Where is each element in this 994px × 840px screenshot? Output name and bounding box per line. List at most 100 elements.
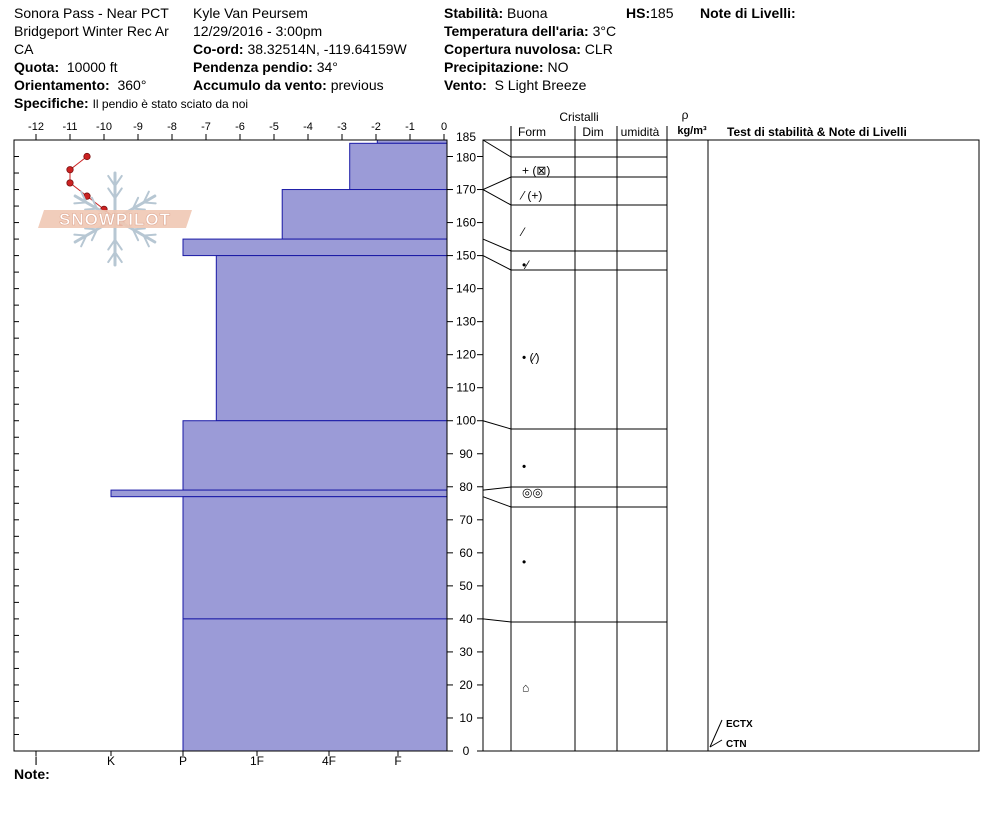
logo-flake-branch — [142, 233, 157, 237]
height-tick-label: 140 — [456, 282, 476, 296]
temperature-tick-label: -2 — [371, 121, 381, 133]
grain-form-label: • — [522, 459, 526, 473]
wind: Vento: S Light Breeze — [444, 76, 586, 94]
temperature-tick-label: -8 — [167, 121, 177, 133]
hardness-bar — [182, 618, 448, 752]
location-line-1: Sonora Pass - Near PCT — [14, 5, 169, 21]
layer-table-frame — [482, 139, 980, 752]
logo-flake-branch — [114, 174, 123, 187]
form-header: Form — [518, 125, 546, 139]
temperature-tick-label: -4 — [303, 121, 313, 133]
wind-loading: Accumulo da vento: previous — [193, 76, 384, 94]
logo-flake-branch — [73, 233, 88, 237]
coords-value: 38.32514N, -119.64159W — [247, 41, 407, 57]
layer-connector — [482, 238, 512, 252]
logo-flake-branch — [131, 227, 146, 231]
logo-flake-branch — [114, 251, 123, 264]
stability-test-label: ECTX — [726, 719, 753, 730]
specifics: Specifiche: Il pendio è stato sciato da … — [14, 94, 248, 113]
logo-flake-branch — [114, 238, 123, 251]
hs-label: HS: — [626, 5, 651, 21]
height-tick-label: 70 — [459, 513, 473, 527]
temperature-tick-label: -12 — [28, 121, 44, 133]
logo-flake-branch — [107, 174, 116, 187]
hardness-tick-label: I — [34, 754, 37, 768]
logo-flake-branch — [131, 228, 140, 242]
logo-flake-branch — [131, 207, 146, 211]
wind-label: Vento: — [444, 77, 487, 93]
precip-label: Precipitazione: — [444, 59, 544, 75]
cloud-label: Copertura nuvolosa: — [444, 41, 581, 57]
note-label: Note: — [14, 766, 50, 782]
logo-flake-branch — [84, 207, 99, 211]
air-temperature: Temperatura dell'aria: 3°C — [444, 22, 616, 40]
precipitation: Precipitazione: NO — [444, 58, 568, 76]
height-tick-label: 50 — [459, 579, 473, 593]
hardness-bar — [349, 142, 448, 191]
cloud-cover: Copertura nuvolosa: CLR — [444, 40, 613, 58]
height-tick-label: 90 — [459, 447, 473, 461]
height-tick-label: 100 — [456, 414, 476, 428]
hardness-bar — [182, 238, 448, 257]
stability-value: Buona — [507, 5, 548, 21]
logo-text: SNOWPILOT — [59, 210, 171, 229]
precip-value: NO — [547, 59, 569, 75]
logo-flake-branch — [142, 201, 157, 205]
slope-value: 34° — [316, 59, 338, 75]
temperature-tick-label: -10 — [96, 121, 112, 133]
hardness-tick-label: F — [394, 754, 401, 768]
slope-label: Pendenza pendio: — [193, 59, 313, 75]
height-tick-label: 60 — [459, 546, 473, 560]
stability: Stabilità: Buona — [444, 4, 548, 22]
height-tick-label: 10 — [459, 711, 473, 725]
height-tick-label: 160 — [456, 216, 476, 230]
observer: Kyle Van Peursem — [193, 5, 308, 21]
wind-loading-value: previous — [330, 77, 384, 93]
wind-loading-label: Accumulo da vento: — [193, 77, 327, 93]
height-tick-label: 185 — [456, 130, 476, 144]
grain-form-label: •⁄ — [522, 258, 530, 272]
logo-flake-branch — [114, 187, 123, 200]
hardness-tick-label: 4F — [322, 754, 336, 768]
moisture-header: umidità — [621, 125, 660, 139]
height-tick-label: 150 — [456, 249, 476, 263]
wind-value: S Light Breeze — [494, 77, 587, 93]
temperature-point — [83, 152, 91, 161]
height-tick-label: 20 — [459, 678, 473, 692]
specifics-label: Specifiche: — [14, 95, 89, 111]
snow-height: HS:185 — [626, 4, 673, 22]
temperature-tick-label: 0 — [441, 121, 447, 133]
temperature-tick-label: -6 — [235, 121, 245, 133]
logo-flake-branch — [142, 234, 150, 248]
height-tick-label: 80 — [459, 480, 473, 494]
density-unit: kg/m³ — [677, 125, 707, 137]
temperature-tick-label: -9 — [133, 121, 143, 133]
height-tick-label: 180 — [456, 151, 476, 165]
hardness-tick-label: P — [179, 754, 187, 768]
layer-connector — [482, 486, 512, 491]
hardness-bar — [215, 255, 448, 422]
logo-flake-branch — [142, 190, 150, 204]
grain-form-label: ⁄ (+) — [519, 188, 542, 202]
temperature-tick-label: -5 — [269, 121, 279, 133]
layer-connector — [482, 618, 512, 623]
temperature-tick-label: -1 — [405, 121, 415, 133]
height-tick-label: 110 — [456, 381, 475, 395]
hardness-bar — [182, 496, 448, 620]
grain-form-label: ⌂ — [522, 681, 529, 695]
logo-flake-branch — [107, 251, 116, 264]
logo-banner — [38, 210, 192, 228]
logo-flake-branch — [80, 234, 88, 248]
stability-test-label: CTN — [726, 739, 747, 750]
logo-flake-branch — [90, 228, 99, 242]
logo-flake-branch — [90, 196, 99, 210]
air-temp-label: Temperatura dell'aria: — [444, 23, 589, 39]
coordinates: Co-ord: 38.32514N, -119.64159W — [193, 40, 407, 58]
temperature-tick-label: -11 — [62, 121, 77, 133]
coords-label: Co-ord: — [193, 41, 244, 57]
layer-connector — [482, 496, 512, 508]
grain-form-label: • — [522, 555, 526, 569]
temperature-tick-label: -3 — [337, 121, 347, 133]
temperature-point — [66, 166, 74, 174]
